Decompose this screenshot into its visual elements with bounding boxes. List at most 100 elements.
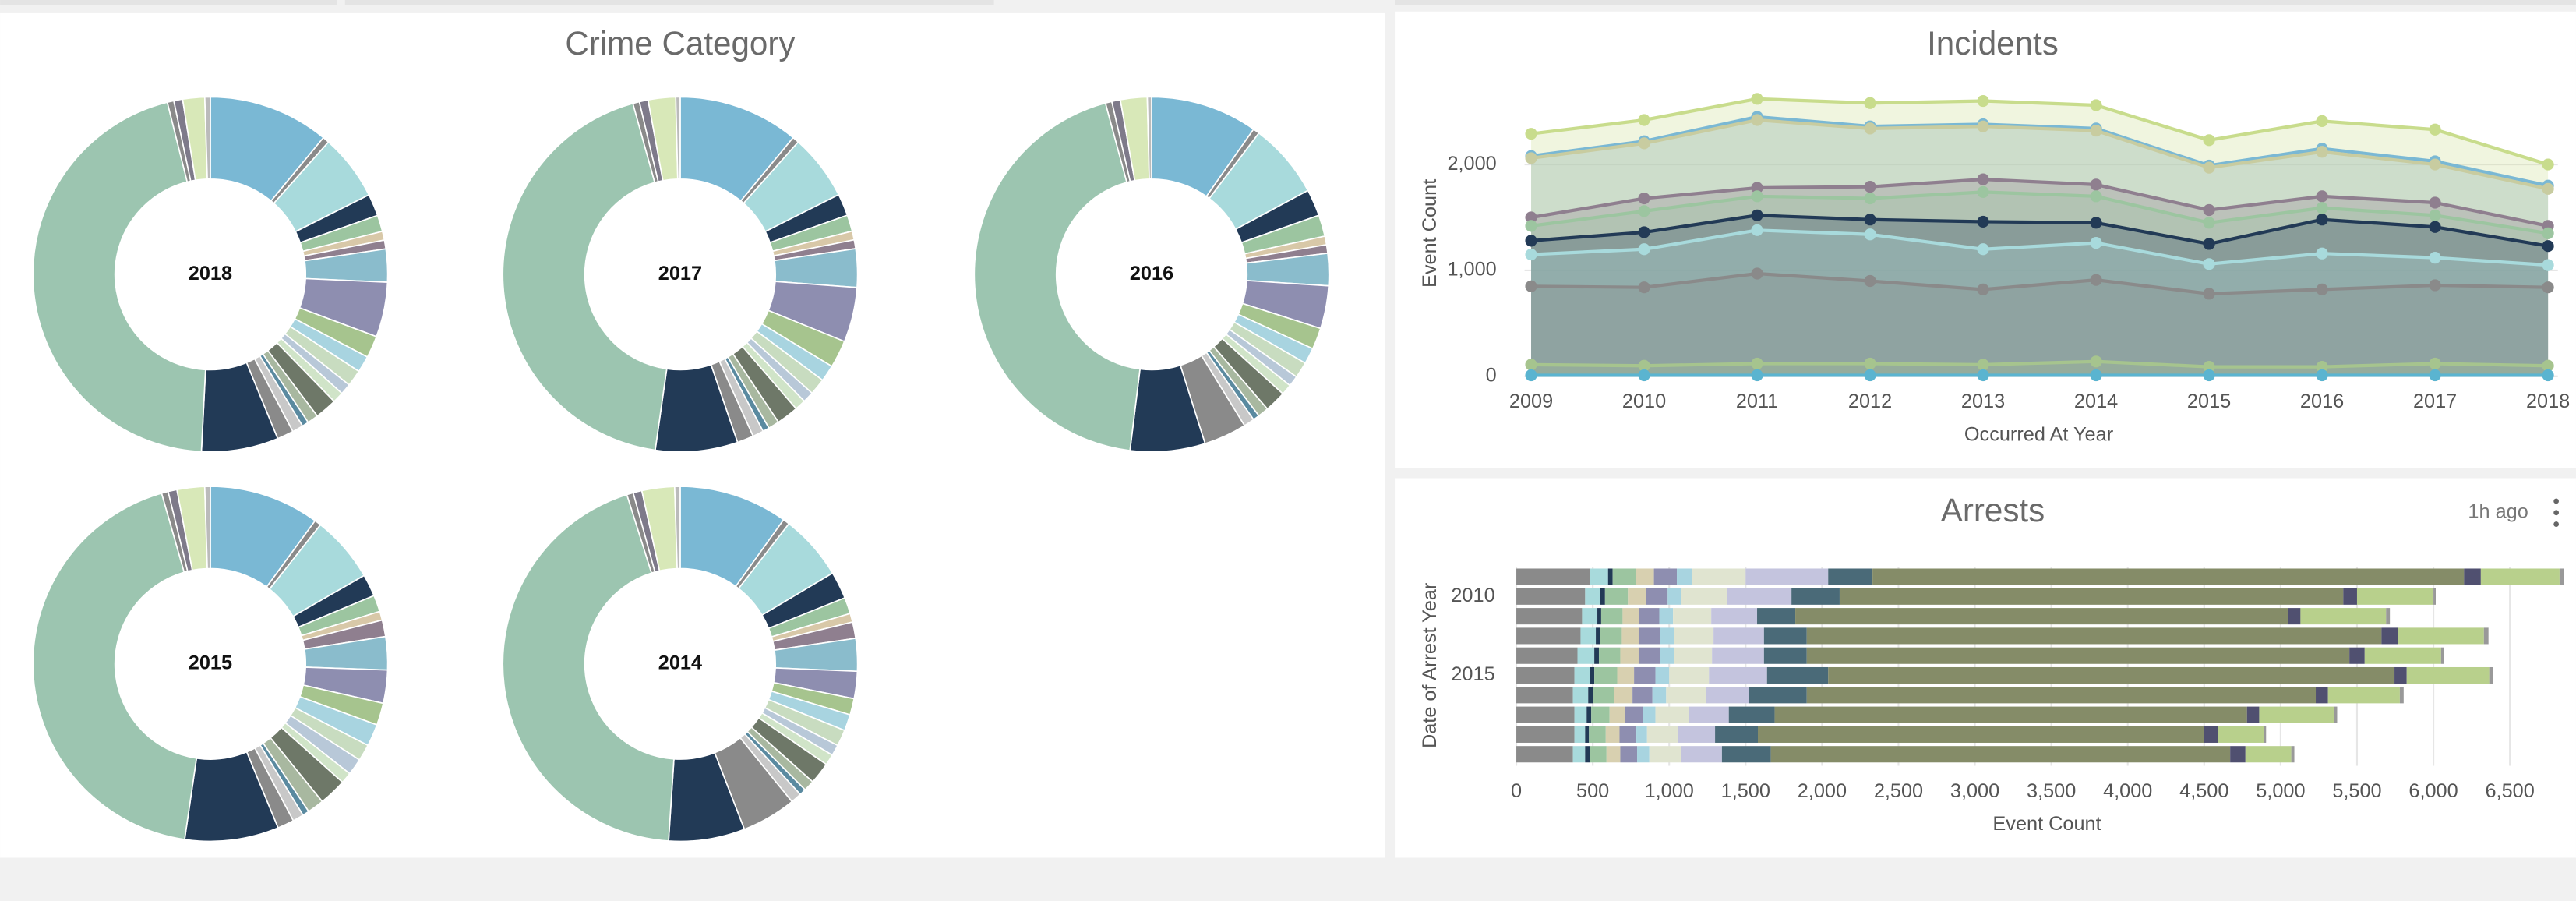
panel (1395, 11, 2576, 468)
bar-segment (1721, 746, 1771, 763)
bar-segment (1594, 647, 1599, 664)
bar-segment (1589, 726, 1606, 743)
x-tick-label: 2,000 (1798, 780, 1847, 802)
data-point (1864, 274, 1876, 288)
data-point (2203, 369, 2215, 382)
bar-segment (1577, 647, 1595, 664)
bar-segment (2349, 647, 2365, 664)
data-point (1638, 369, 1650, 382)
bar-segment (2316, 687, 2328, 704)
bar-segment (2489, 666, 2493, 684)
x-tick-label: 5,500 (2332, 780, 2381, 802)
bar-segment (1674, 627, 1714, 645)
data-point (1525, 128, 1537, 140)
series-line (1531, 359, 2549, 369)
refresh-time: 1h ago (2468, 500, 2528, 522)
bar-segment (2440, 647, 2444, 664)
x-tick-label: 2015 (2187, 390, 2231, 412)
data-point (2542, 359, 2554, 372)
menu-icon[interactable] (2553, 498, 2560, 527)
data-point (1525, 152, 1537, 164)
data-point (2316, 146, 2328, 158)
bar-segment (1689, 706, 1729, 723)
bar-segment (1516, 726, 1575, 743)
bar-segment (1605, 726, 1620, 743)
bar-segment (1596, 627, 1600, 645)
bar-segment (1678, 726, 1716, 743)
data-point (2203, 238, 2215, 250)
pie-slice (32, 492, 198, 841)
bar-segment (2406, 666, 2490, 684)
pie-center-label: 2017 (658, 263, 702, 284)
data-point (2203, 288, 2215, 300)
data-point (2090, 124, 2102, 137)
data-point (1638, 226, 1650, 238)
bar-segment (1604, 588, 1629, 605)
bar-segment (1758, 726, 2204, 743)
data-point (2542, 182, 2554, 195)
bar-segment (1636, 726, 1647, 743)
panel-title: Crime Category (565, 25, 795, 62)
x-tick-label: 2,500 (1874, 780, 1923, 802)
bar-segment (2433, 588, 2437, 605)
x-tick-label: 3,500 (2027, 780, 2076, 802)
series-line (1530, 97, 2549, 167)
bar-segment (1677, 568, 1692, 585)
data-point (1638, 281, 1650, 294)
bar-segment (1655, 666, 1670, 684)
bar-segment (1614, 687, 1633, 704)
bar-segment (1516, 666, 1575, 684)
data-point (1864, 369, 1876, 382)
bar-segment (2343, 588, 2357, 605)
bar-segment (2386, 608, 2391, 625)
bar-segment (1591, 706, 1610, 723)
bar-segment (1516, 706, 1575, 723)
bar-segment (2483, 627, 2489, 645)
bar-segment (1607, 568, 1613, 585)
bar-segment (2259, 706, 2334, 723)
pie-slice (32, 101, 206, 453)
data-point (2542, 227, 2554, 239)
series-line (1530, 190, 2549, 235)
x-tick-label: 4,500 (2179, 780, 2228, 802)
x-tick-label: 3,000 (1950, 780, 1999, 802)
bar-segment (1621, 627, 1639, 645)
bar-segment (1872, 568, 2465, 585)
bar-segment (2204, 726, 2218, 743)
bar-segment (2394, 666, 2407, 684)
bar-segment (1636, 568, 1654, 585)
menu-dot[interactable] (2553, 498, 2560, 504)
data-point (1525, 220, 1537, 232)
bar-segment (2381, 627, 2398, 645)
bar-segment (1749, 687, 1807, 704)
data-point (2090, 369, 2102, 382)
bar-segment (1588, 687, 1593, 704)
menu-dot[interactable] (2553, 510, 2560, 516)
data-point (1525, 235, 1537, 247)
bar-segment (1598, 647, 1621, 664)
series-line (1530, 228, 2549, 267)
bar-segment (1586, 706, 1592, 723)
bar-segment (1839, 588, 2344, 605)
data-point (2429, 209, 2441, 221)
data-point (1751, 357, 1763, 370)
pie-center-label: 2015 (189, 652, 232, 673)
bar-segment (1639, 608, 1660, 625)
data-point (2090, 190, 2102, 203)
data-point (1977, 94, 1989, 108)
data-point (1751, 190, 1763, 203)
bar-segment (1828, 666, 2395, 684)
bar-segment (2480, 568, 2560, 585)
bar-segment (1572, 746, 1586, 763)
series-line (1530, 177, 2549, 228)
area-fill (1531, 274, 2549, 376)
bar-segment (1763, 647, 1807, 664)
data-point (1751, 369, 1763, 382)
bar-segment (1646, 726, 1678, 743)
bar-segment (1660, 627, 1674, 645)
x-axis-label: Event Count (1992, 813, 2101, 835)
pie-slice (203, 96, 211, 180)
x-tick-label: 500 (1576, 780, 1609, 802)
menu-dot[interactable] (2553, 521, 2560, 527)
